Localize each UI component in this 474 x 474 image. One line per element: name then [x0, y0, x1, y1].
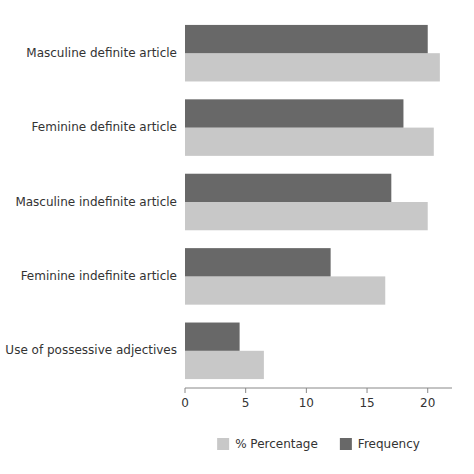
category-label: Use of possessive adjectives — [5, 343, 177, 357]
chart: Masculine definite article Feminine defin… — [0, 0, 474, 474]
category-label: Feminine indefinite article — [21, 269, 177, 283]
bar — [185, 128, 434, 156]
bar — [185, 25, 428, 53]
x-tick-label: 5 — [242, 396, 250, 410]
bar — [185, 202, 428, 230]
legend-label: % Percentage — [235, 437, 318, 451]
category-label: Feminine definite article — [32, 120, 177, 134]
x-tick-label: 10 — [299, 396, 314, 410]
bar — [185, 53, 440, 81]
x-tick — [427, 388, 428, 393]
bar — [185, 99, 403, 127]
bar — [185, 248, 331, 276]
bar — [185, 351, 264, 379]
x-tick-label: 15 — [359, 396, 374, 410]
x-tick-label: 20 — [420, 396, 435, 410]
category-label: Masculine indefinite article — [15, 195, 177, 209]
legend-label: Frequency — [358, 437, 420, 451]
bar — [185, 174, 391, 202]
bar — [185, 323, 240, 351]
bar — [185, 276, 385, 304]
legend-swatch — [340, 438, 352, 450]
legend: % Percentage Frequency — [217, 437, 420, 451]
x-tick — [367, 388, 368, 393]
x-tick-label: 0 — [181, 396, 189, 410]
x-tick — [306, 388, 307, 393]
x-tick — [245, 388, 246, 393]
x-tick — [185, 388, 186, 393]
legend-swatch — [217, 438, 229, 450]
x-axis-line — [185, 388, 452, 389]
bars — [185, 25, 440, 379]
category-label: Masculine definite article — [26, 46, 177, 60]
